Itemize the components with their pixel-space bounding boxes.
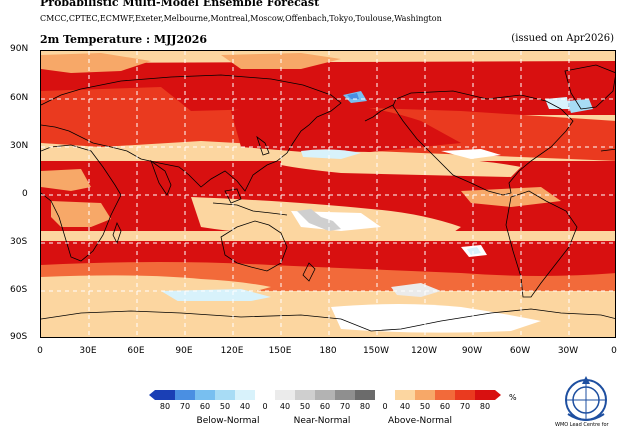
colorbar-segment	[195, 390, 215, 400]
coastlines	[41, 64, 615, 332]
colorbar-segment	[155, 390, 175, 400]
logo-caption: WMO Lead Centre for	[555, 422, 609, 428]
colorbar-tick-label: 70	[339, 402, 351, 411]
lon-label-0: 0	[37, 346, 43, 356]
issued-date: (issued on Apr2026)	[511, 33, 614, 44]
colorbar-segment	[375, 390, 395, 400]
colorbar-tick-label: 70	[179, 402, 191, 411]
colorbar-segment	[415, 390, 435, 400]
colorbar-tick-label: 0	[262, 402, 268, 411]
lat-label-30n: 30N	[10, 141, 29, 151]
coast-australia	[220, 220, 288, 272]
lon-label-60w: 60W	[509, 346, 531, 356]
coast-eurasia	[41, 74, 342, 192]
colorbar-group-near: Near-Normal	[293, 416, 351, 426]
lon-label-90w: 90W	[461, 346, 483, 356]
lat-label-60s: 60S	[10, 285, 28, 295]
region-labrador-cool	[567, 99, 593, 113]
probability-regions	[41, 51, 615, 337]
lat-label-90s: 90S	[10, 332, 28, 342]
colorbar-tick-label: 40	[399, 402, 411, 411]
region-pacific-cool	[301, 149, 361, 159]
lon-label-30w: 30W	[557, 346, 579, 356]
colorbar-segment	[475, 390, 495, 400]
colorbar-segment	[175, 390, 195, 400]
wmo-logo-icon	[565, 376, 607, 421]
region-alaska-cooler	[347, 93, 359, 99]
colorbar-group-below: Below-Normal	[196, 416, 260, 426]
colorbar-tick-label: 60	[319, 402, 331, 411]
colorbar-group-above: Above-Normal	[387, 416, 453, 426]
colorbar	[155, 390, 495, 400]
colorbar-tick-label: 50	[419, 402, 431, 411]
lon-label-150w: 150W	[362, 346, 390, 356]
lon-label-30e: 30E	[79, 346, 97, 356]
lat-label-0: 0	[22, 189, 28, 199]
map-title: Probabilistic Multi-Model Ensemble Forec…	[40, 0, 320, 9]
colorbar-segment	[295, 390, 315, 400]
coast-indonesia	[212, 202, 288, 216]
colorbar-tick-label: 60	[439, 402, 451, 411]
region-north-pacific	[231, 103, 461, 155]
region-southern-ocean-cool	[161, 289, 271, 303]
coast-africa-east	[600, 148, 615, 152]
region-southern-africa	[51, 201, 111, 227]
coast-africa	[41, 144, 122, 262]
region-subtropical-white	[441, 149, 501, 159]
colorbar-tick-label: 80	[359, 402, 371, 411]
colorbar-tick-label: 60	[199, 402, 211, 411]
colorbar-unit: %	[509, 393, 517, 402]
contributing-centres: CMCC,CPTEC,ECMWF,Exeter,Melbourne,Montre…	[40, 14, 442, 23]
colorbar-tick-label: 80	[159, 402, 171, 411]
map-subtitle: 2m Temperature : MJJ2026	[40, 33, 208, 46]
colorbar-tick-label: 50	[219, 402, 231, 411]
colorbar-segment	[435, 390, 455, 400]
colorbar-segment	[335, 390, 355, 400]
lon-label-120e: 120E	[220, 346, 244, 356]
colorbar-segment	[275, 390, 295, 400]
colorbar-segment	[455, 390, 475, 400]
graticule	[41, 51, 615, 337]
colorbar-tick-label: 50	[299, 402, 311, 411]
region-near-normal	[297, 209, 341, 231]
colorbar-tick-label: 40	[279, 402, 291, 411]
coast-japan	[256, 135, 270, 156]
colorbar-tick-label: 40	[239, 402, 251, 411]
colorbar-extend-high	[495, 390, 501, 400]
region-south-america-cool	[467, 247, 481, 255]
colorbar-tick-label: 70	[459, 402, 471, 411]
forecast-map	[40, 50, 616, 338]
region-labrador-pale	[545, 97, 569, 109]
region-near-normal-south	[391, 283, 441, 297]
colorbar-extend-low	[149, 390, 155, 400]
lon-label-90e: 90E	[175, 346, 193, 356]
coast-antarctica	[41, 308, 615, 332]
coast-alaska	[364, 104, 394, 122]
probability-field	[41, 51, 615, 337]
lon-label-0-east: 0	[611, 346, 617, 356]
lat-label-30s: 30S	[10, 237, 28, 247]
colorbar-segment	[235, 390, 255, 400]
coast-india	[150, 159, 172, 196]
lon-label-120w: 120W	[410, 346, 438, 356]
region-antarctica-white	[331, 304, 541, 333]
colorbar-segment	[255, 390, 275, 400]
colorbar-tick-label: 0	[382, 402, 388, 411]
coast-south-america	[505, 190, 578, 298]
region-west-africa-pale	[41, 169, 91, 191]
colorbar-segment	[315, 390, 335, 400]
colorbar-tick-label: 80	[479, 402, 491, 411]
lat-label-90n: 90N	[10, 44, 29, 54]
lon-label-60e: 60E	[127, 346, 145, 356]
lon-label-150e: 150E	[268, 346, 292, 356]
lat-label-60n: 60N	[10, 93, 29, 103]
region-arctic-west	[41, 53, 151, 73]
colorbar-segment	[215, 390, 235, 400]
coast-new-zealand	[302, 262, 316, 282]
colorbar-segment	[355, 390, 375, 400]
colorbar-segment	[395, 390, 415, 400]
lon-label-180: 180	[319, 346, 337, 356]
